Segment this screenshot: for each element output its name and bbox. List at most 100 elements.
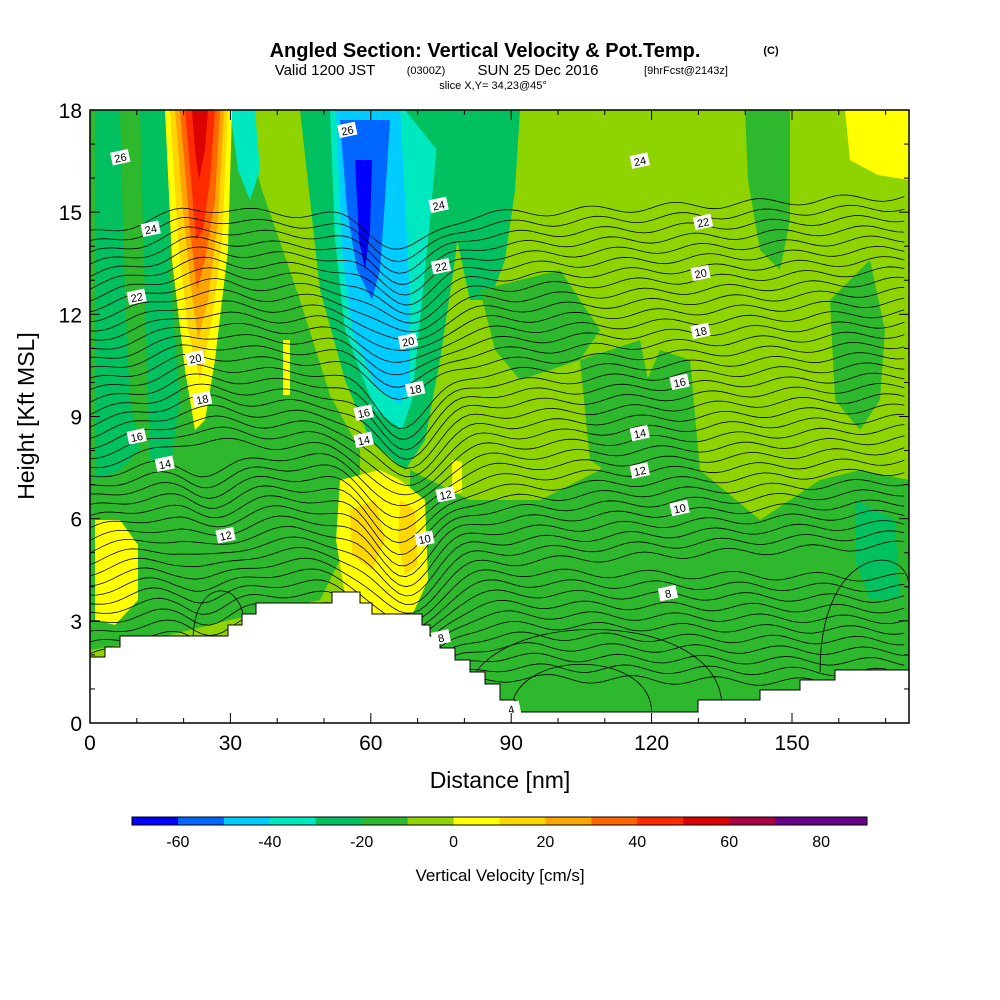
theta-contour-label-bg [192, 390, 213, 408]
theta-contour-line [90, 479, 905, 556]
theta-contour-label-text: 14 [158, 458, 172, 472]
y-tick-label: 0 [70, 713, 82, 736]
theta-contour-label-bg [140, 220, 161, 237]
colorbar-swatch [407, 817, 454, 825]
theta-contour-label: 26 [110, 148, 131, 166]
colorbar: -60 -40 -20 0 20 40 60 80 [131, 816, 868, 851]
colorbar-swatch [545, 817, 592, 825]
theta-contour-label: 12 [435, 486, 456, 503]
field-region-warm-blob-west [95, 520, 138, 625]
theta-contour-line [90, 256, 905, 315]
colorbar-swatch [591, 817, 638, 825]
theta-contour-label-bg [353, 404, 374, 421]
theta-contour-label-bg [657, 584, 679, 602]
theta-contour-line [90, 215, 905, 274]
theta-contour-label-text: 18 [408, 383, 422, 397]
theta-contour-label-bg [414, 530, 435, 547]
theta-contour-line [819, 559, 909, 672]
colorbar-swatch [315, 817, 363, 825]
field-region-darkgreen-west-2 [140, 110, 180, 470]
x-tick-label: 30 [219, 732, 242, 755]
colorbar-swatch [453, 817, 500, 825]
y-tick-label: 9 [70, 407, 82, 430]
theta-contour-line [90, 276, 905, 333]
theta-contour-label: 10 [414, 530, 435, 547]
colorbar-swatch [499, 817, 546, 825]
theta-contour-label-bg [669, 499, 690, 517]
theta-contour-label-text: 8 [437, 632, 445, 645]
theta-contour-line [90, 413, 905, 486]
colorbar-swatch [775, 817, 822, 825]
theta-contour-label-text: 24 [144, 223, 158, 237]
field-region-east-upper-green [745, 110, 790, 270]
theta-contour-label: 18 [192, 390, 213, 408]
theta-contour-line [192, 590, 245, 642]
theta-contour-line [90, 530, 905, 606]
x-tick-label: 90 [500, 732, 523, 755]
theta-contour-label: 24 [140, 220, 161, 237]
theta-contour-label-text: 24 [633, 155, 647, 169]
theta-contour-line [90, 204, 905, 263]
theta-contour-label-bg [353, 431, 374, 449]
theta-contour-label-text: 18 [195, 393, 209, 407]
theta-contour-line [90, 610, 905, 669]
theta-contour-label-text: 20 [694, 267, 708, 281]
theta-contour-label-text: 26 [340, 124, 354, 138]
theta-contour-label-bg [690, 322, 711, 340]
theta-contour-line [90, 579, 905, 633]
theta-contour-label-bg [126, 288, 147, 306]
theta-contour-label-text: 12 [633, 465, 647, 479]
theta-contour-label-bg [690, 264, 711, 282]
theta-contour-label: 16 [126, 428, 147, 445]
y-axis-title: Height [Kft MSL] [13, 332, 39, 499]
theta-contour-label-text: 10 [673, 502, 687, 516]
theta-contour-labels: 26 24 22 20 18 16 14 12 26 24 22 20 18 16 14 12 10 8 4 24 22… [110, 121, 714, 718]
theta-contour-line [90, 403, 905, 478]
theta-contour-label-text: 22 [130, 291, 144, 305]
theta-contour-label-bg [405, 380, 426, 398]
theta-contour-label-text: 16 [357, 407, 371, 421]
colorbar-swatch [177, 817, 225, 825]
theta-contour-line [90, 468, 905, 544]
theta-contour-label: 22 [430, 257, 452, 275]
theta-contour-line [90, 447, 905, 519]
theta-contour-label: 18 [405, 380, 426, 398]
theta-contour-label: 12 [215, 526, 236, 544]
theta-contour-line [90, 245, 905, 306]
field-region-warm-blob-center-gold-2 [398, 500, 418, 575]
theta-contour-line [90, 321, 905, 376]
field-region-darkgreen-west [95, 110, 140, 480]
theta-contour-label-bg [692, 213, 714, 231]
colorbar-swatch [269, 817, 317, 825]
theta-contour-label: 8 [657, 584, 679, 602]
colorbar-tick-label: -40 [258, 834, 281, 851]
theta-contour-label: 8 [430, 629, 452, 646]
theta-contour-label: 20 [185, 349, 206, 367]
theta-contour-label-bg [669, 373, 690, 391]
theta-contour-line [90, 266, 905, 324]
theta-contour-line [90, 509, 905, 588]
theta-contour-label-text: 12 [439, 489, 453, 503]
theta-contour-line [90, 589, 905, 644]
theta-contour-label: 22 [692, 213, 714, 231]
colorbar-swatch [729, 817, 776, 825]
field-region-teal-west [230, 110, 260, 200]
theta-contour-label-bg [185, 349, 206, 367]
theta-contour-label: 10 [669, 499, 690, 517]
theta-contour-label: 24 [629, 152, 650, 169]
field-region-east-teal [405, 110, 520, 300]
theta-contour-label-bg [629, 462, 650, 479]
theta-contour-label-bg [428, 196, 449, 214]
theta-contour-line [90, 352, 905, 429]
colorbar-tick-label: 20 [537, 834, 555, 851]
field-region-east-green-pocket [480, 270, 600, 380]
theta-contour-label: 20 [690, 264, 711, 282]
y-tick-label: 3 [70, 611, 82, 634]
chart-subtitle-fcst: [9hrFcst@2143z] [644, 65, 728, 77]
field-region-updraft-west-darkred [192, 110, 208, 180]
x-axis-title: Distance [nm] [430, 767, 571, 793]
theta-contour-label-text: 24 [432, 199, 446, 213]
theta-contour-label: 20 [397, 332, 419, 350]
theta-contour-line [90, 568, 905, 623]
theta-contour-label-bg [154, 455, 175, 472]
